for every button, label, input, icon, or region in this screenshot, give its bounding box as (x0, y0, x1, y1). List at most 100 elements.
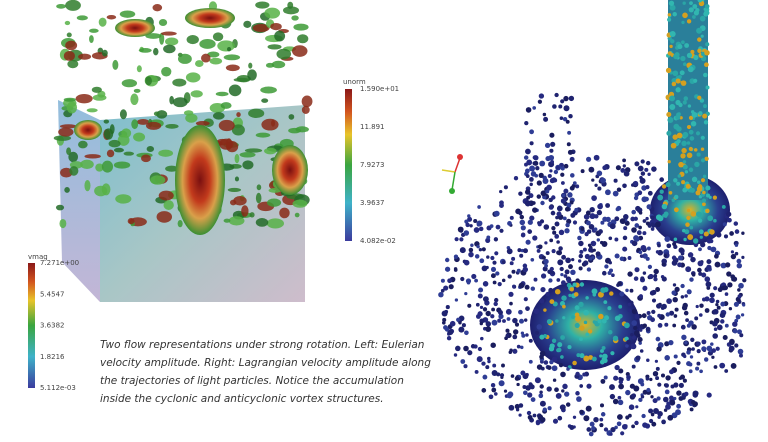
particle (686, 361, 692, 367)
flow-blob (91, 86, 102, 93)
particle (640, 159, 645, 164)
particle (561, 295, 567, 301)
flow-blob (53, 135, 71, 141)
particle (548, 204, 554, 210)
particle (683, 310, 689, 316)
particle (459, 247, 466, 254)
particle (673, 382, 679, 388)
particle (702, 174, 707, 179)
particle (458, 326, 465, 333)
particle (631, 308, 638, 314)
particle (739, 333, 744, 338)
particle (741, 231, 745, 235)
particle (685, 183, 691, 189)
particle (496, 372, 501, 377)
particle (673, 194, 679, 200)
particle (467, 350, 473, 356)
particle (642, 323, 647, 329)
particle (676, 403, 682, 409)
flow-blob (292, 199, 308, 208)
particle (523, 390, 528, 396)
particle (647, 172, 651, 176)
particle (572, 220, 578, 225)
particle (564, 206, 570, 212)
particle (705, 85, 710, 90)
particle (591, 178, 595, 182)
particle (560, 99, 565, 104)
particle (584, 253, 591, 260)
particle (603, 375, 608, 380)
particle (529, 215, 535, 221)
particle (523, 318, 528, 322)
particle (516, 344, 521, 349)
particle (532, 235, 538, 241)
particle (704, 296, 710, 302)
particle (603, 427, 609, 432)
particle (657, 382, 662, 387)
particle (490, 266, 497, 272)
flow-blob (76, 15, 88, 21)
particle (676, 390, 682, 396)
particle (508, 404, 515, 411)
particle (548, 278, 553, 283)
particle (559, 404, 566, 411)
particle (740, 313, 745, 317)
flow-blob (89, 28, 99, 33)
particle (525, 239, 531, 245)
particle (600, 287, 606, 294)
particle (617, 414, 623, 420)
particle (583, 260, 589, 266)
particle (600, 412, 606, 417)
particle (633, 325, 638, 331)
particle (691, 324, 697, 330)
particle (568, 293, 572, 298)
particle (565, 257, 571, 264)
particle (704, 308, 710, 313)
flow-blob (101, 160, 114, 173)
particle (629, 288, 634, 293)
particle (688, 146, 693, 152)
particle (664, 383, 669, 388)
particle (563, 163, 569, 169)
particle (501, 278, 506, 283)
particle (492, 363, 497, 368)
particle (443, 285, 449, 291)
particle (657, 194, 664, 201)
particle (574, 312, 580, 317)
particle (530, 171, 537, 177)
particle (697, 184, 703, 189)
particle (567, 192, 573, 198)
particle (555, 215, 559, 220)
particle (652, 370, 659, 377)
flow-blob (228, 216, 245, 226)
particle (734, 343, 739, 348)
particle (482, 296, 489, 303)
flow-blob (133, 88, 141, 93)
particle (712, 333, 718, 339)
particle (602, 358, 608, 364)
particle (554, 92, 559, 98)
particle (715, 346, 720, 351)
flow-blob (249, 212, 255, 218)
flow-blob (279, 207, 290, 219)
particle (616, 187, 622, 192)
particle (471, 273, 477, 279)
particle (593, 416, 599, 423)
particle (571, 315, 575, 319)
flow-blob (255, 192, 262, 204)
particle (644, 167, 649, 172)
particle (537, 222, 542, 227)
particle (572, 181, 577, 185)
particle (737, 294, 742, 299)
particle (551, 226, 556, 231)
particle (657, 411, 663, 417)
particle (712, 195, 718, 200)
particle (681, 140, 687, 147)
flow-blob (177, 53, 192, 64)
particle (690, 49, 695, 54)
particle (464, 330, 469, 336)
particle (522, 266, 529, 273)
particle (530, 397, 536, 402)
particle (589, 213, 596, 220)
particle (586, 427, 592, 432)
